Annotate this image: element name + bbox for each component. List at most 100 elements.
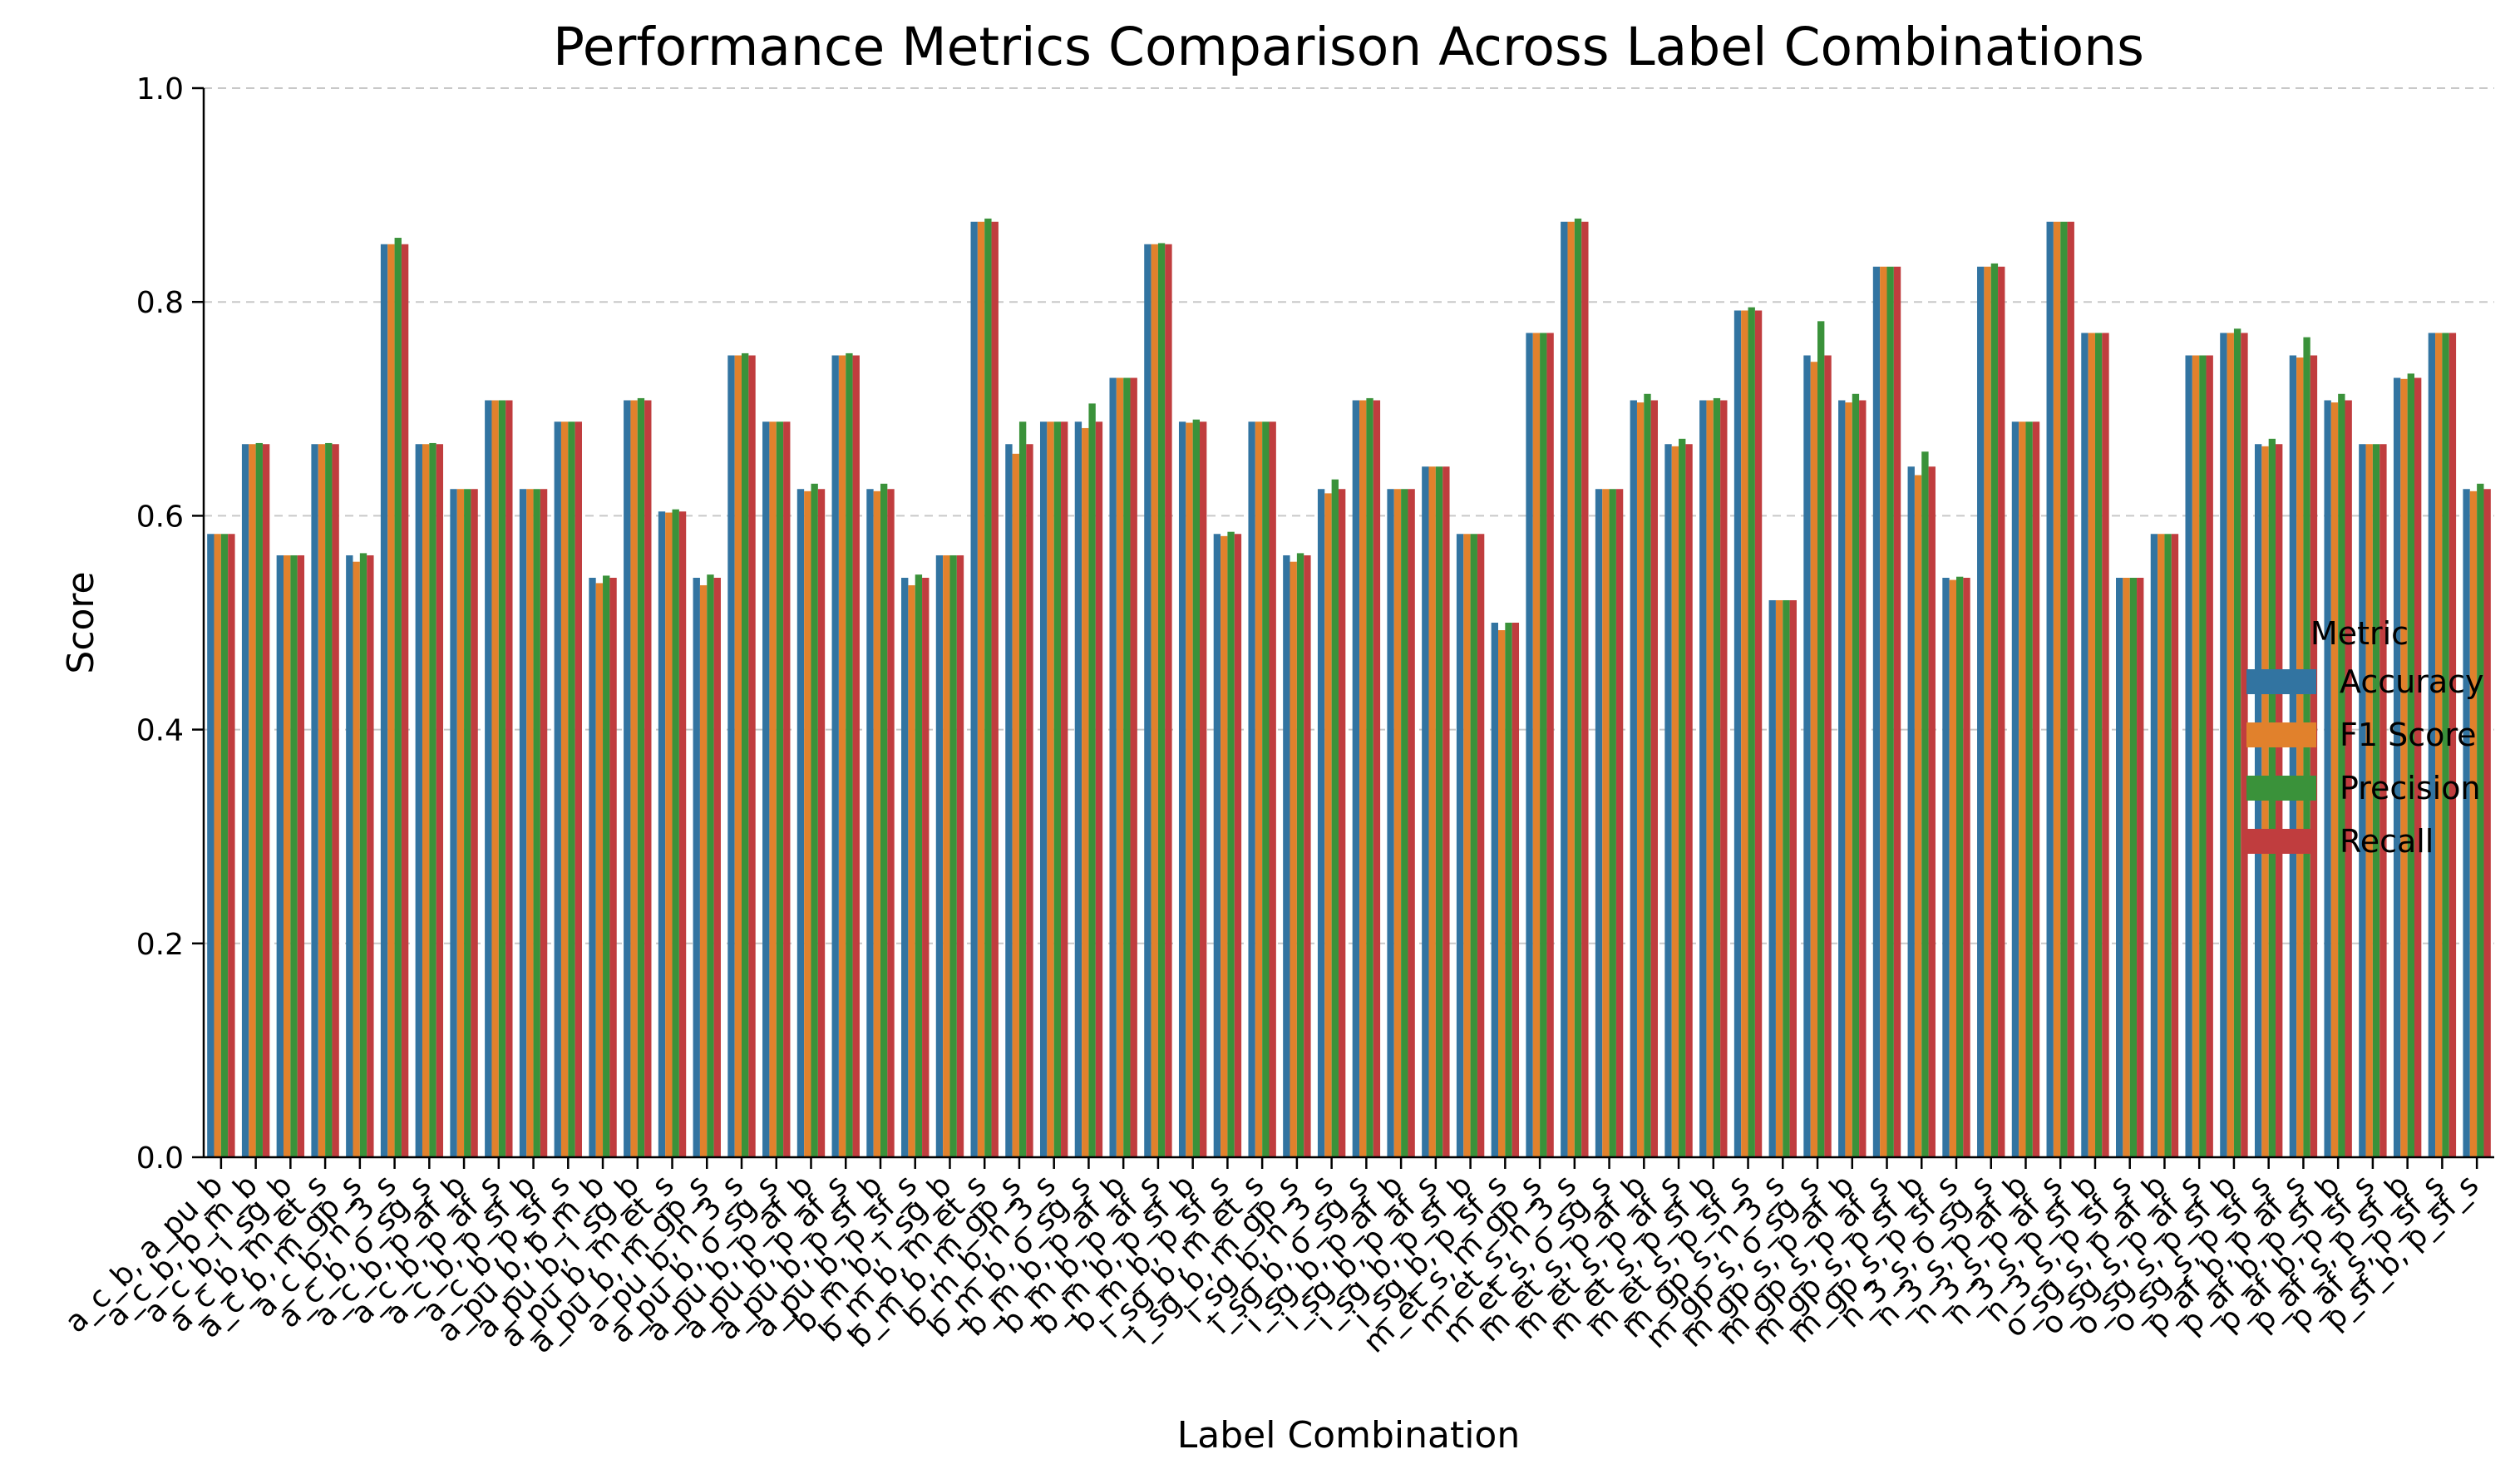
bar-precision <box>1852 393 1860 1157</box>
bar-recall <box>540 489 548 1157</box>
bar-f1-score <box>804 490 811 1157</box>
bar-precision <box>498 400 506 1158</box>
bar-accuracy <box>2359 444 2366 1157</box>
chart-title: Performance Metrics Comparison Across La… <box>553 17 2144 77</box>
bar-accuracy <box>1630 400 1637 1158</box>
bar-accuracy <box>2046 221 2054 1157</box>
bar-f1-score <box>1463 534 1471 1157</box>
y-tick-label: 0.8 <box>136 286 184 320</box>
bar-f1-score <box>1047 421 1054 1157</box>
bar-recall <box>1685 444 1693 1157</box>
bar-accuracy <box>2289 355 2297 1157</box>
bar-accuracy <box>1352 400 1360 1158</box>
bar-f1-score <box>838 355 846 1157</box>
bar-recall <box>1095 421 1103 1157</box>
bar-f1-score <box>1186 422 1193 1157</box>
bar-recall <box>852 355 860 1157</box>
bar-f1-score <box>908 584 915 1157</box>
bar-recall <box>1615 489 1624 1157</box>
bar-f1-score <box>2088 333 2095 1157</box>
bar-f1-score <box>318 444 326 1157</box>
bar-f1-score <box>2227 333 2234 1157</box>
bar-precision <box>1609 489 1616 1157</box>
bar-recall <box>2241 333 2248 1157</box>
y-axis-label: Score <box>60 571 102 673</box>
bar-f1-score <box>491 400 499 1158</box>
bar-recall <box>1789 599 1797 1157</box>
bar-accuracy <box>866 489 874 1157</box>
bar-f1-score <box>1012 453 1019 1157</box>
bar-f1-score <box>1428 466 1436 1157</box>
bar-f1-score <box>943 555 950 1157</box>
bar-recall <box>1408 489 1415 1157</box>
bar-precision <box>1366 397 1373 1157</box>
bar-recall <box>2171 534 2179 1157</box>
bar-recall <box>1650 400 1659 1158</box>
bar-accuracy <box>935 555 944 1157</box>
bar-precision <box>2094 333 2103 1157</box>
bars <box>207 218 2491 1158</box>
bar-recall <box>1338 489 1346 1157</box>
bar-accuracy <box>1005 444 1013 1157</box>
bar-recall <box>748 355 756 1157</box>
bar-precision <box>394 238 402 1157</box>
bar-precision <box>1157 243 1166 1158</box>
legend-swatch <box>2246 829 2316 854</box>
bar-accuracy <box>901 577 909 1157</box>
bar-f1-score <box>734 355 742 1157</box>
bar-recall <box>2102 333 2109 1157</box>
bar-accuracy <box>1422 466 1429 1157</box>
legend-label: Precision <box>2340 770 2481 806</box>
bar-precision <box>290 555 298 1157</box>
bar-f1-score <box>422 444 430 1157</box>
bar-recall <box>1581 221 1589 1157</box>
bar-f1-score <box>1359 400 1367 1158</box>
bar-accuracy <box>589 577 596 1157</box>
bar-f1-score <box>1532 333 1541 1157</box>
bar-accuracy <box>727 355 735 1157</box>
legend-label: F1 Score <box>2340 717 2477 753</box>
bar-f1-score <box>1741 310 1748 1157</box>
bar-accuracy <box>693 577 700 1157</box>
y-axis: 0.0 0.2 0.4 0.6 0.8 1.0 <box>136 72 205 1176</box>
bar-accuracy <box>2116 577 2123 1157</box>
bar-precision <box>1018 421 1027 1157</box>
bar-f1-score <box>1602 489 1610 1157</box>
y-tick-label: 0.4 <box>136 714 184 748</box>
bar-accuracy <box>796 489 805 1157</box>
bar-f1-score <box>560 421 569 1157</box>
bar-accuracy <box>2428 333 2436 1157</box>
bar-recall <box>1963 577 1970 1157</box>
bar-accuracy <box>762 421 770 1157</box>
bar-f1-score <box>699 584 708 1157</box>
bar-precision <box>568 421 575 1157</box>
bar-precision <box>1123 377 1131 1158</box>
bar-accuracy <box>2324 400 2331 1158</box>
bar-recall <box>575 421 582 1157</box>
bar-recall <box>2310 355 2318 1157</box>
bar-recall <box>2137 577 2144 1157</box>
bar-accuracy <box>1387 489 1394 1157</box>
bar-recall <box>2379 444 2387 1157</box>
bar-f1-score <box>1393 489 1402 1157</box>
bar-precision <box>1921 451 1929 1157</box>
bar-accuracy <box>2393 377 2401 1158</box>
bar-f1-score <box>595 583 604 1157</box>
bar-f1-score <box>2019 421 2026 1157</box>
bar-f1-score <box>284 555 291 1157</box>
bar-f1-score <box>1671 446 1679 1157</box>
bar-precision <box>2233 328 2241 1158</box>
bar-precision <box>1540 333 1547 1157</box>
bar-f1-score <box>1636 402 1645 1158</box>
bar-recall <box>1200 421 1207 1157</box>
bar-recall <box>2483 489 2491 1157</box>
bar-recall <box>471 489 478 1157</box>
bar-f1-score <box>526 489 534 1157</box>
bar-precision <box>1192 419 1201 1157</box>
bar-accuracy <box>2150 534 2158 1157</box>
bar-f1-score <box>1914 475 1922 1157</box>
bar-precision <box>2164 534 2172 1157</box>
bar-f1-score <box>1151 244 1158 1158</box>
bar-f1-score <box>1880 266 1887 1158</box>
bar-recall <box>1893 266 1901 1158</box>
